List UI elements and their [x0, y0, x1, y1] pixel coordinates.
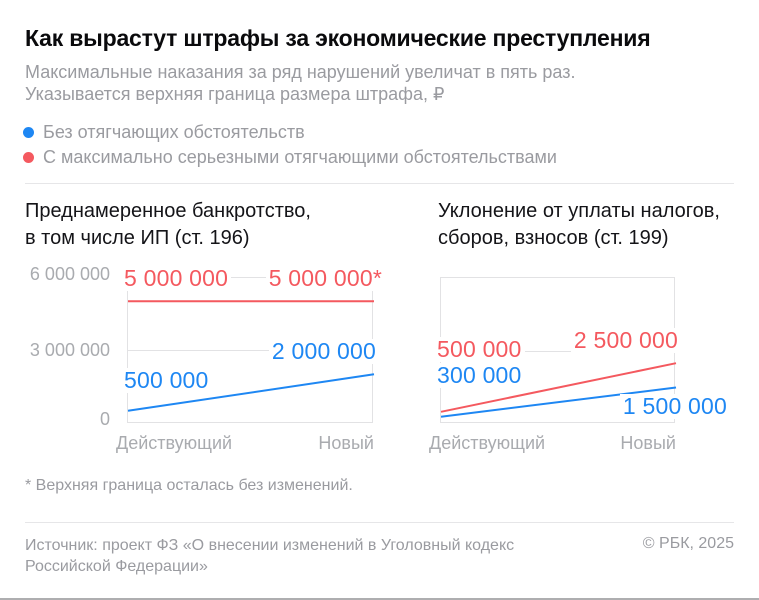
chart2-blue-line [440, 386, 677, 418]
copyright: © РБК, 2025 [642, 535, 734, 552]
subtitle-line-2: Указывается верхняя граница размера штра… [25, 84, 445, 104]
source-line-2: Российской Федерации» [25, 558, 208, 575]
chart1-red-start-value: 5 000 000 [121, 266, 232, 291]
legend-label-blue: Без отягчающих обстоятельств [43, 122, 305, 142]
chart2-blue-end-value: 1 500 000 [619, 394, 730, 419]
legend-label-red: С максимально серьезными отягчающими обс… [43, 147, 557, 167]
chart1-lines [127, 300, 375, 412]
chart1-title: Преднамеренное банкротство, в том числе … [25, 198, 311, 252]
legend-dot-blue-icon [23, 127, 34, 138]
chart2-red-start-value: 500 000 [434, 337, 525, 362]
chart1-blue-end-value: 2 000 000 [268, 339, 379, 364]
chart1-red-end-value: 5 000 000* [265, 266, 385, 291]
source-text: Источник: проект ФЗ «О внесении изменени… [25, 535, 585, 577]
divider-top [25, 183, 734, 184]
chart1-gridline-6m [128, 277, 372, 278]
divider-bottom [25, 522, 734, 523]
legend: Без отягчающих обстоятельств С максималь… [23, 120, 557, 170]
chart2-red-line [440, 362, 677, 413]
legend-item-red: С максимально серьезными отягчающими обс… [23, 145, 557, 170]
chart2-title-line-2: сборов, взносов (ст. 199) [438, 227, 669, 249]
chart1-x-label-new: Новый [318, 433, 374, 453]
chart2-lines [440, 362, 677, 418]
page-title: Как вырастут штрафы за экономические пре… [25, 25, 651, 51]
chart2-title-line-1: Уклонение от уплаты налогов, [438, 200, 720, 222]
y-axis-tick-3m: 3 000 000 [29, 340, 110, 360]
chart1-blue-start-value: 500 000 [121, 368, 212, 393]
chart2-x-label-new: Новый [620, 433, 676, 453]
chart1-title-line-2: в том числе ИП (ст. 196) [25, 227, 250, 249]
page-subtitle: Максимальные наказания за ряд нарушений … [25, 61, 725, 105]
chart2-title: Уклонение от уплаты налогов, сборов, взн… [438, 198, 720, 252]
chart1-title-line-1: Преднамеренное банкротство, [25, 200, 311, 222]
y-axis-tick-6m: 6 000 000 [29, 264, 110, 284]
legend-item-blue: Без отягчающих обстоятельств [23, 120, 557, 145]
chart2-gridline-3m [441, 351, 674, 352]
y-axis-tick-0: 0 [99, 409, 110, 429]
subtitle-line-1: Максимальные наказания за ряд нарушений … [25, 62, 576, 82]
bottom-edge-bar [0, 598, 759, 600]
legend-dot-red-icon [23, 152, 34, 163]
chart2-x-label-current: Действующий [429, 433, 546, 453]
footnote: * Верхняя граница осталась без изменений… [25, 477, 353, 494]
chart1-x-label-current: Действующий [116, 433, 233, 453]
chart2-blue-start-value: 300 000 [434, 363, 525, 388]
chart1-blue-line [127, 373, 375, 412]
source-line-1: Источник: проект ФЗ «О внесении изменени… [25, 537, 515, 554]
chart2-red-end-value: 2 500 000 [570, 328, 681, 353]
chart1-gridline-3m [128, 350, 372, 351]
